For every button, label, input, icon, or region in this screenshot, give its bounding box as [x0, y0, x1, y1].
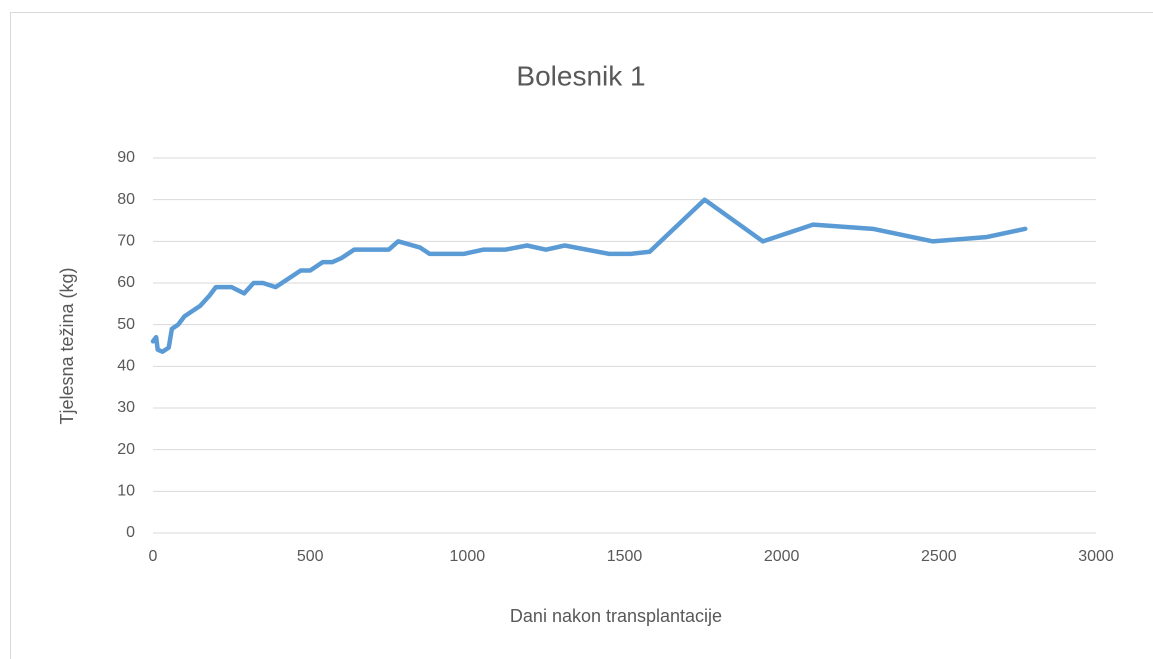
x-tick-label: 1500: [607, 548, 643, 565]
y-tick-label: 60: [117, 274, 135, 291]
chart-title: Bolesnik 1: [516, 60, 645, 91]
y-tick-label: 90: [117, 149, 135, 166]
x-tick-label: 2000: [764, 548, 800, 565]
y-tick-label: 70: [117, 233, 135, 250]
x-tick-label: 500: [297, 548, 324, 565]
line: [150, 197, 1028, 354]
y-tick-label: 30: [117, 399, 135, 416]
chart-frame: [10, 12, 1153, 659]
y-tick-label: 0: [126, 524, 135, 541]
x-tick-label: 2500: [921, 548, 957, 565]
y-axis-label: Tjelesna težina (kg): [57, 267, 77, 424]
y-tick-label: 80: [117, 191, 135, 208]
x-axis-label: Dani nakon transplantacije: [510, 606, 722, 626]
y-tick-label: 10: [117, 483, 135, 500]
y-tick-label: 20: [117, 441, 135, 458]
x-tick-label: 3000: [1078, 548, 1114, 565]
x-tick-label: 1000: [450, 548, 486, 565]
y-tick-label: 50: [117, 316, 135, 333]
x-tick-label: 0: [149, 548, 158, 565]
y-tick-label: 40: [117, 358, 135, 375]
